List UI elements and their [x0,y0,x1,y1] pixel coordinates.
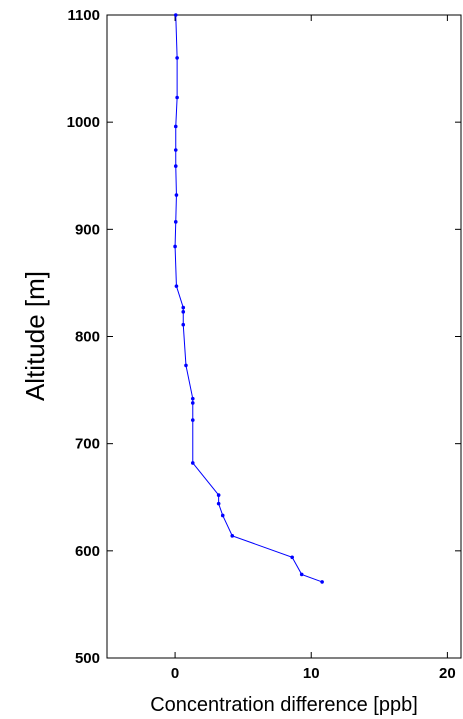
plot-frame [106,14,462,659]
data-point [175,56,179,60]
data-point [184,363,188,368]
x-axis-label: Concentration difference [ppb] [150,694,418,716]
x-tick-label: 0 [171,665,179,682]
x-axis-ticks: 0 10 20 [171,15,456,682]
data-point [173,220,178,224]
data-point [190,418,195,422]
data-point [190,396,195,401]
data-point [173,244,177,249]
data-point [299,572,304,577]
y-tick-label: 700 [75,436,100,453]
y-tick-label: 900 [75,221,100,238]
x-tick-label: 20 [439,665,456,682]
data-point [174,284,179,288]
data-point [173,164,178,168]
series-line [174,14,323,583]
data-point [173,124,178,129]
data-point [190,401,195,405]
data-point [216,501,221,506]
y-tick-label: 1000 [67,114,100,131]
data-point [216,493,221,497]
data-point [175,95,179,100]
data-point [174,193,179,197]
data-point [181,305,186,310]
y-tick-label: 800 [75,329,100,346]
data-point [290,555,294,560]
data-point [181,322,186,327]
y-axis-label: Altitude [m] [20,271,50,401]
data-point [173,13,178,17]
y-axis-ticks: 500 600 700 800 900 1000 1100 [67,7,461,667]
y-tick-label: 600 [75,543,100,560]
data-point [190,461,195,465]
data-point [181,310,186,314]
x-tick-label: 10 [303,665,320,682]
series-layer [173,13,324,584]
y-tick-label: 1100 [67,7,100,24]
y-tick-label: 500 [75,650,100,667]
data-point [220,513,225,518]
data-point [320,580,324,584]
data-point [230,534,235,538]
data-point [173,148,178,152]
